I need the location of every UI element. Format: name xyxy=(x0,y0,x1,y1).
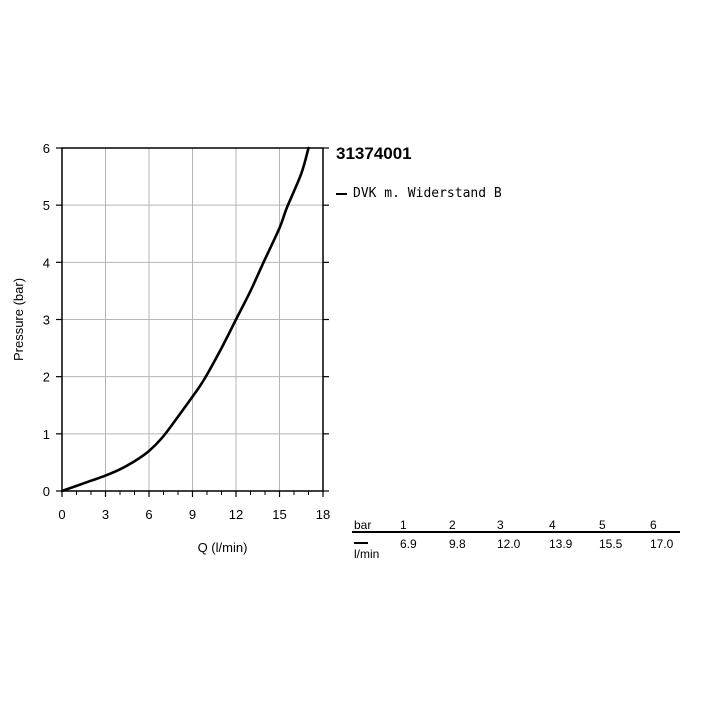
x-tick-label: 12 xyxy=(229,507,243,522)
pressure-cell: 4 xyxy=(549,518,556,532)
legend-line-swatch xyxy=(336,192,347,195)
pressure-cell: 1 xyxy=(400,518,407,532)
y-tick-label: 6 xyxy=(43,141,50,156)
x-tick-label: 6 xyxy=(145,507,152,522)
y-tick-label: 2 xyxy=(43,370,50,385)
pressure-unit-label: bar xyxy=(354,518,372,532)
flow-row: 6.9 9.8 12.0 13.9 15.5 17.0 xyxy=(352,537,680,553)
flow-cell: 12.0 xyxy=(497,537,521,551)
series-line-marker xyxy=(354,542,368,544)
pressure-cell: 2 xyxy=(449,518,456,532)
x-tick-label: 9 xyxy=(189,507,196,522)
pressure-flow-table: bar 1 2 3 4 5 6 6.9 9.8 12.0 13.9 15.5 1… xyxy=(352,516,680,566)
flow-cell: 9.8 xyxy=(449,537,466,551)
product-code: 31374001 xyxy=(336,144,412,163)
axis-ticks xyxy=(56,147,329,497)
y-tick-label: 3 xyxy=(43,313,50,328)
legend: DVK m. Widerstand B xyxy=(336,186,502,201)
x-tick-label: 0 xyxy=(58,507,65,522)
y-tick-label: 4 xyxy=(43,255,50,270)
flow-cell: 6.9 xyxy=(400,537,417,551)
table-divider xyxy=(352,531,680,533)
series-line xyxy=(60,146,310,493)
x-axis-title: Q (l/min) xyxy=(198,540,248,555)
flow-cell: 17.0 xyxy=(650,537,674,551)
pressure-cell: 3 xyxy=(497,518,504,532)
flow-unit-label: l/min xyxy=(354,547,380,561)
pressure-cell: 6 xyxy=(650,518,657,532)
y-axis-title: Pressure (bar) xyxy=(11,278,26,361)
x-tick-label: 15 xyxy=(272,507,286,522)
grid xyxy=(62,148,323,491)
y-tick-label: 0 xyxy=(43,484,50,499)
y-tick-label: 5 xyxy=(43,198,50,213)
pressure-cell: 5 xyxy=(599,518,606,532)
flow-cell: 15.5 xyxy=(599,537,623,551)
y-tick-label: 1 xyxy=(43,427,50,442)
legend-label: DVK m. Widerstand B xyxy=(353,186,502,201)
x-tick-label: 3 xyxy=(102,507,109,522)
pressure-row: 1 2 3 4 5 6 xyxy=(352,518,680,534)
x-tick-label: 18 xyxy=(316,507,330,522)
flow-cell: 13.9 xyxy=(549,537,573,551)
